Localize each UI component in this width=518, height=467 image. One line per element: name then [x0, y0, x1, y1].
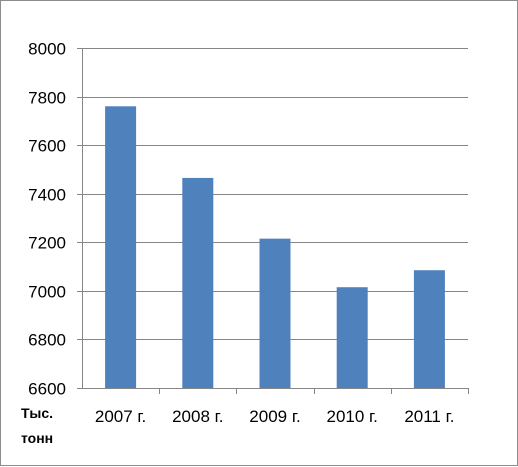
- bar: [259, 238, 291, 388]
- bars: [105, 106, 445, 389]
- y-tick-label: 7000: [28, 283, 66, 302]
- y-tick-label: 7600: [28, 137, 66, 156]
- x-tick-label: 2009 г.: [249, 407, 300, 426]
- bar: [336, 287, 368, 388]
- y-tick-label: 6600: [28, 380, 66, 399]
- bar: [413, 270, 445, 388]
- x-tick-label: 2008 г.: [172, 407, 223, 426]
- y-tick-label: 7400: [28, 186, 66, 205]
- y-tick-label: 7200: [28, 234, 66, 253]
- axes: [82, 48, 468, 389]
- x-tick-label: 2007 г.: [95, 407, 146, 426]
- unit-label-line-1: Тыс.: [21, 405, 53, 421]
- y-tick-label: 8000: [28, 40, 66, 59]
- y-tick-label: 7800: [28, 89, 66, 108]
- bar: [105, 106, 137, 389]
- bar: [182, 177, 214, 388]
- x-tick-label: 2011 г.: [404, 407, 454, 426]
- y-tick-label: 6800: [28, 331, 66, 350]
- x-tick-labels: 2007 г. 2008 г. 2009 г. 2010 г. 2011 г.: [95, 407, 455, 426]
- x-tick-label: 2010 г.: [327, 407, 378, 426]
- unit-label-line-2: тонн: [21, 430, 53, 446]
- y-tick-labels: 6600 6800 7000 7200 7400 7600 7800 8000: [28, 40, 66, 399]
